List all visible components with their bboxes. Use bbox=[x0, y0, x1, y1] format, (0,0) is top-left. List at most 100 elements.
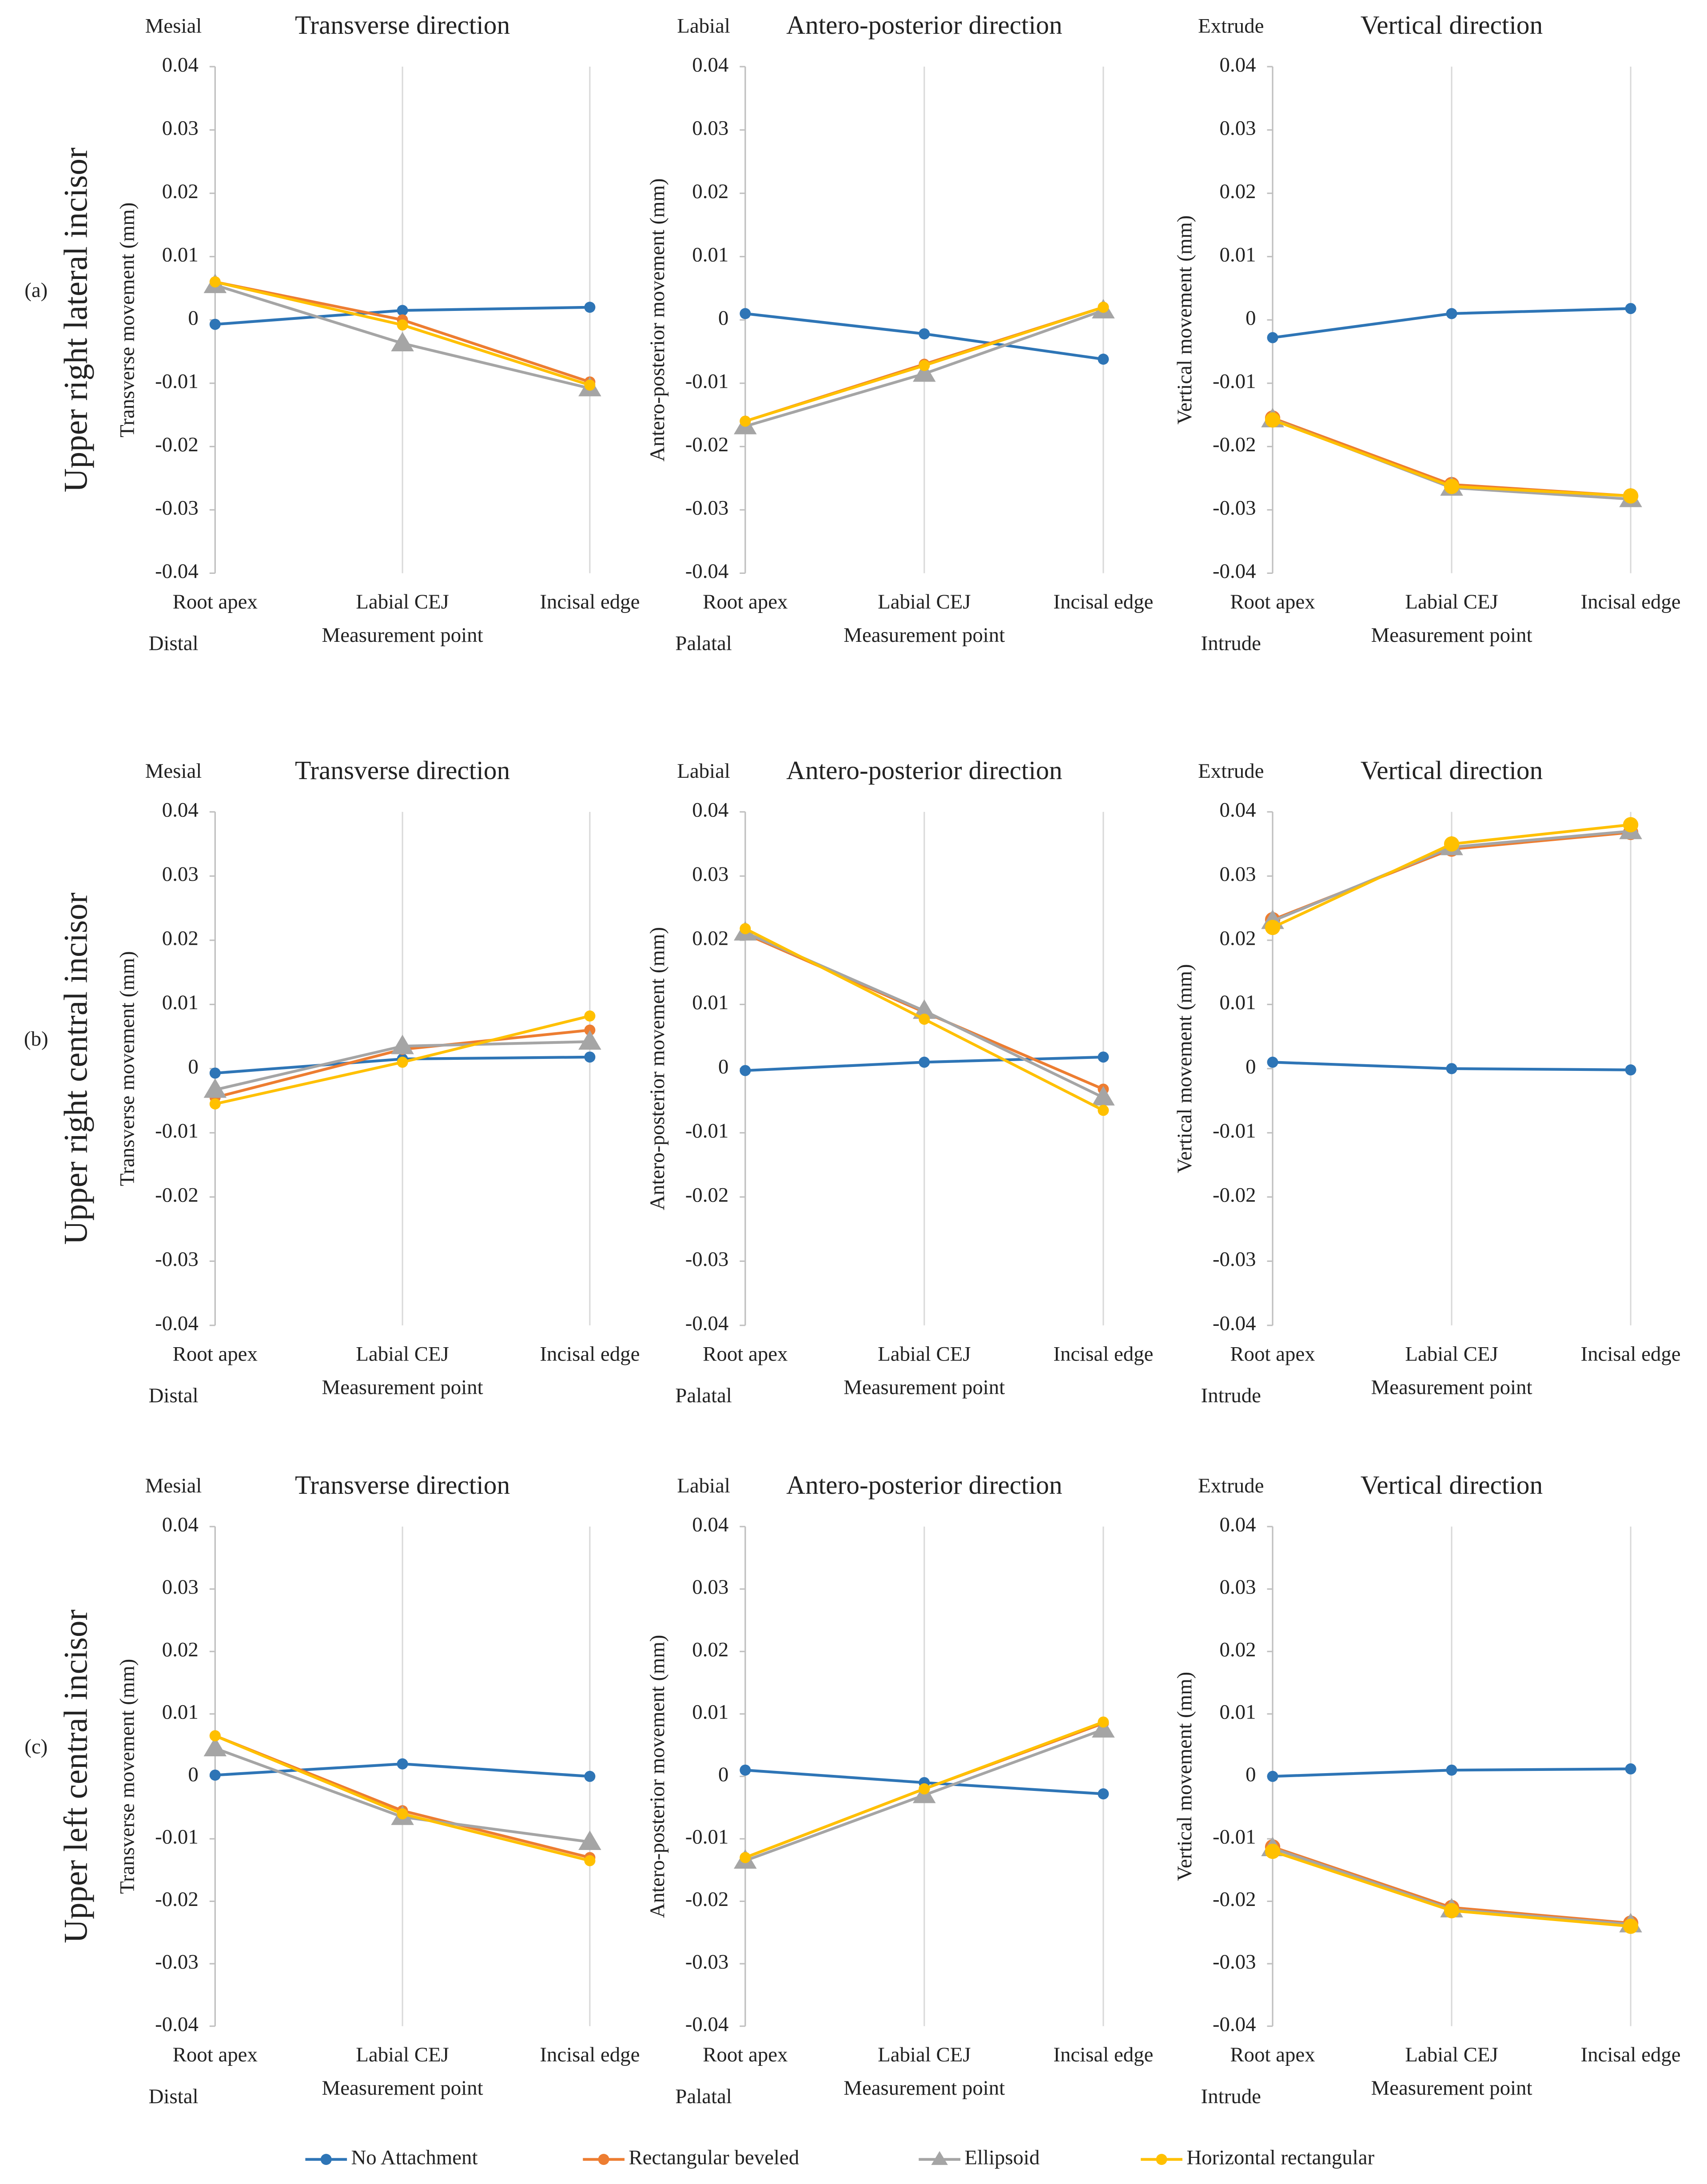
y-tick-label: 0 bbox=[188, 1055, 198, 1078]
y-tick-label: 0.02 bbox=[692, 927, 728, 950]
legend-marker bbox=[320, 2154, 332, 2165]
marker bbox=[1625, 1763, 1636, 1774]
y-tick-label: 0.02 bbox=[692, 1638, 728, 1661]
y-tick-label: 0.04 bbox=[1220, 53, 1256, 76]
x-tick-label: Root apex bbox=[703, 590, 788, 613]
legend-marker bbox=[931, 2151, 948, 2165]
marker bbox=[1625, 303, 1636, 314]
y-tick-label: 0 bbox=[718, 1763, 728, 1786]
x-tick-label: Labial CEJ bbox=[1405, 590, 1498, 613]
top-direction-label: Mesial bbox=[145, 14, 202, 37]
marker bbox=[1623, 817, 1639, 832]
marker bbox=[397, 1808, 408, 1820]
marker bbox=[397, 305, 408, 316]
marker bbox=[1098, 1716, 1109, 1728]
y-tick-label: 0 bbox=[1245, 1055, 1256, 1078]
top-direction-label: Labial bbox=[677, 760, 730, 783]
y-tick-label: -0.01 bbox=[155, 1119, 199, 1142]
marker bbox=[919, 1014, 930, 1025]
y-tick-label: 0 bbox=[188, 306, 198, 330]
chart-title: Transverse direction bbox=[295, 1470, 510, 1500]
x-tick-label: Incisal edge bbox=[540, 2043, 640, 2066]
legend-marker bbox=[1156, 2154, 1167, 2165]
marker bbox=[584, 302, 596, 313]
y-tick-label: -0.03 bbox=[155, 1248, 199, 1271]
marker bbox=[578, 1030, 601, 1050]
x-tick-label: Root apex bbox=[703, 1342, 788, 1365]
y-tick-label: 0.04 bbox=[692, 799, 728, 822]
y-axis-label: Vertical movement (mm) bbox=[1173, 1672, 1196, 1881]
y-tick-label: -0.04 bbox=[1213, 2013, 1256, 2036]
marker bbox=[397, 1758, 408, 1770]
bottom-direction-label: Distal bbox=[149, 1384, 199, 1407]
x-tick-label: Labial CEJ bbox=[356, 2043, 449, 2066]
y-tick-label: 0.03 bbox=[692, 1575, 728, 1599]
y-tick-label: 0.02 bbox=[692, 180, 728, 203]
y-axis-label: Antero-posterior movement (mm) bbox=[646, 178, 669, 461]
marker bbox=[1092, 1718, 1115, 1738]
marker bbox=[1267, 332, 1278, 343]
y-tick-label: -0.02 bbox=[1213, 1888, 1256, 1911]
y-tick-label: 0.03 bbox=[162, 116, 199, 139]
y-axis-label: Transverse movement (mm) bbox=[115, 1659, 139, 1894]
chart-title: Antero-posterior direction bbox=[786, 1470, 1062, 1500]
row-name: Upper right lateral incisor bbox=[57, 147, 94, 493]
marker bbox=[1098, 1788, 1109, 1800]
x-axis-label: Measurement point bbox=[1371, 2077, 1532, 2100]
y-tick-label: -0.02 bbox=[1213, 433, 1256, 456]
marker bbox=[919, 1056, 930, 1068]
marker bbox=[209, 276, 221, 288]
x-tick-label: Labial CEJ bbox=[878, 590, 971, 613]
y-tick-label: -0.04 bbox=[155, 2013, 199, 2036]
legend-label: Ellipsoid bbox=[964, 2146, 1039, 2169]
y-tick-label: 0 bbox=[718, 306, 728, 330]
y-tick-label: -0.02 bbox=[685, 1888, 729, 1911]
y-tick-label: -0.03 bbox=[1213, 1950, 1256, 1973]
y-tick-label: -0.01 bbox=[155, 1826, 199, 1849]
x-tick-label: Labial CEJ bbox=[878, 2043, 971, 2066]
top-direction-label: Extrude bbox=[1198, 14, 1264, 37]
y-tick-label: 0.01 bbox=[692, 991, 728, 1014]
marker bbox=[1098, 1051, 1109, 1063]
x-axis-label: Measurement point bbox=[322, 1376, 483, 1399]
y-tick-label: 0.03 bbox=[1220, 1575, 1256, 1599]
y-tick-label: -0.04 bbox=[1213, 1312, 1256, 1335]
marker bbox=[397, 319, 408, 331]
y-tick-label: 0.02 bbox=[1220, 927, 1256, 950]
marker bbox=[584, 1051, 596, 1063]
marker bbox=[1444, 478, 1460, 494]
x-tick-label: Labial CEJ bbox=[356, 1342, 449, 1365]
marker bbox=[209, 1067, 221, 1079]
y-axis-label: Vertical movement (mm) bbox=[1173, 964, 1196, 1173]
marker bbox=[209, 318, 221, 330]
y-tick-label: 0.01 bbox=[162, 243, 199, 266]
x-tick-label: Labial CEJ bbox=[1405, 1342, 1498, 1365]
y-tick-label: 0.03 bbox=[162, 863, 199, 886]
x-tick-label: Incisal edge bbox=[1053, 2043, 1153, 2066]
y-tick-label: 0 bbox=[1245, 306, 1256, 330]
x-tick-label: Incisal edge bbox=[540, 1342, 640, 1365]
y-tick-label: -0.03 bbox=[155, 497, 199, 520]
marker bbox=[584, 1855, 596, 1866]
marker bbox=[584, 1770, 596, 1782]
y-axis-label: Vertical movement (mm) bbox=[1173, 215, 1196, 425]
marker bbox=[391, 1034, 414, 1054]
top-direction-label: Extrude bbox=[1198, 760, 1264, 783]
y-tick-label: -0.03 bbox=[685, 497, 729, 520]
y-tick-label: 0.01 bbox=[692, 1700, 728, 1723]
marker bbox=[203, 1078, 227, 1098]
y-tick-label: 0.03 bbox=[1220, 863, 1256, 886]
y-axis-label: Transverse movement (mm) bbox=[115, 203, 139, 438]
y-tick-label: 0.01 bbox=[1220, 243, 1256, 266]
top-direction-label: Labial bbox=[677, 14, 730, 37]
marker bbox=[397, 1056, 408, 1068]
y-tick-label: 0.04 bbox=[1220, 799, 1256, 822]
x-axis-label: Measurement point bbox=[322, 2077, 483, 2100]
y-tick-label: -0.01 bbox=[1213, 1119, 1256, 1142]
marker bbox=[1446, 1063, 1457, 1074]
bottom-direction-label: Palatal bbox=[675, 632, 732, 655]
y-axis-label: Antero-posterior movement (mm) bbox=[646, 927, 669, 1210]
x-tick-label: Root apex bbox=[703, 2043, 788, 2066]
y-tick-label: -0.04 bbox=[685, 2013, 729, 2036]
y-tick-label: -0.03 bbox=[685, 1950, 729, 1973]
